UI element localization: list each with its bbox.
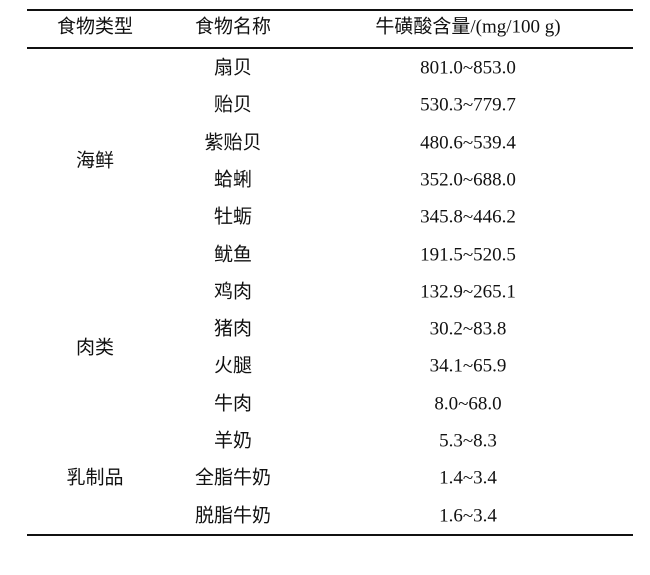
taurine-value-cell: 191.5~520.5: [420, 244, 516, 265]
taurine-value-cell: 801.0~853.0: [420, 57, 516, 79]
taurine-value-cell: 8.0~68.0: [434, 393, 502, 415]
food-name-cell: 鱿鱼: [213, 244, 253, 265]
taurine-value-cell: 132.9~265.1: [420, 281, 516, 303]
food-name-cell: 牛肉: [213, 393, 253, 415]
taurine-value-cell: 34.1~65.9: [429, 355, 507, 377]
taurine-value-cell: 30.2~83.8: [429, 318, 507, 340]
food-name-cell: 贻贝: [213, 94, 253, 116]
taurine-value-cell: 1.4~3.4: [439, 467, 497, 489]
food-name-cell: 火腿: [213, 355, 253, 377]
food-type-cell: 乳制品: [66, 467, 124, 489]
header-food-name: 食物名称: [194, 16, 272, 38]
taurine-value-cell: 480.6~539.4: [420, 132, 516, 154]
food-name-cell: 牡蛎: [213, 206, 253, 228]
food-name-cell: 猪肉: [213, 318, 253, 340]
food-name-cell: 羊奶: [213, 430, 253, 452]
food-name-cell: 全脂牛奶: [194, 467, 272, 489]
bottom-rule: [27, 534, 633, 536]
taurine-value-cell: 5.3~8.3: [439, 430, 497, 452]
taurine-value-cell: 352.0~688.0: [420, 169, 516, 191]
food-name-cell: 鸡肉: [213, 281, 253, 303]
food-name-cell: 脱脂牛奶: [194, 505, 272, 527]
taurine-value-cell: 345.8~446.2: [420, 206, 516, 228]
header-food-type: 食物类型: [56, 16, 134, 38]
taurine-value-cell: 1.6~3.4: [439, 505, 497, 527]
taurine-value-cell: 530.3~779.7: [420, 94, 516, 116]
food-type-cell: 肉类: [75, 337, 115, 359]
header-taurine-content: 牛磺酸含量/(mg/100 g): [375, 16, 561, 38]
food-name-cell: 蛤蜊: [213, 169, 253, 191]
food-name-cell: 扇贝: [213, 57, 253, 79]
top-rule: [27, 9, 633, 11]
header-rule: [27, 47, 633, 49]
food-name-cell: 紫贻贝: [204, 132, 262, 154]
food-type-cell: 海鲜: [75, 150, 115, 172]
